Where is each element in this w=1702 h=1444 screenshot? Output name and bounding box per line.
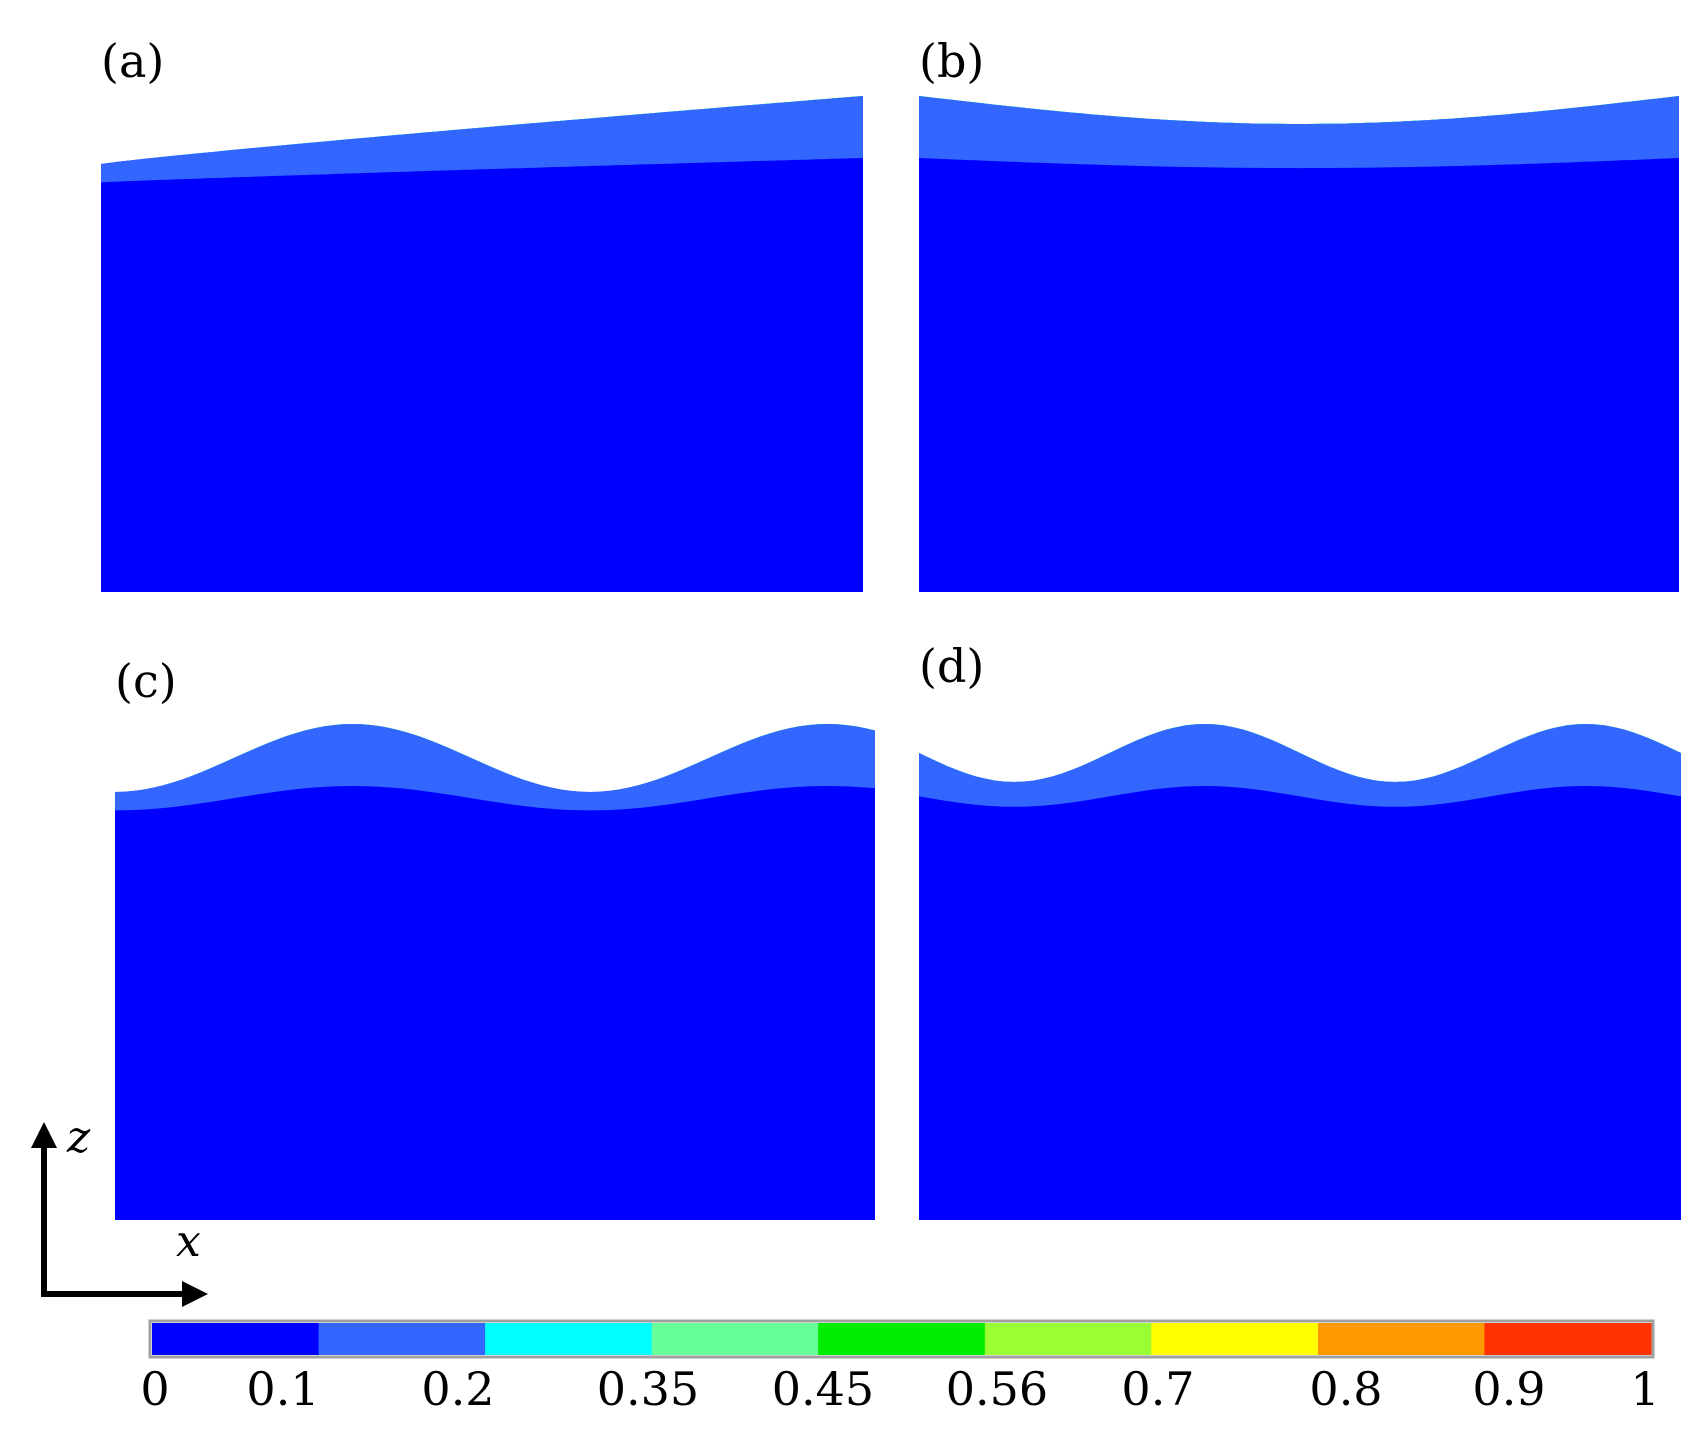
colorbar-swatch	[1151, 1323, 1319, 1355]
colorbar-tick-label: 0.35	[597, 1362, 699, 1416]
colorbar-tick-label: 0.8	[1309, 1362, 1382, 1416]
colorbar-swatch	[984, 1323, 1152, 1355]
panel-label-c: (c)	[115, 654, 177, 708]
substrate-region	[101, 96, 863, 592]
colorbar-swatch	[1484, 1323, 1652, 1355]
contour-field-b	[919, 96, 1679, 592]
colorbar-tick-label: 0.56	[946, 1362, 1048, 1416]
colorbar-swatch	[318, 1323, 486, 1355]
contour-band	[101, 96, 863, 183]
colorbar-swatches	[152, 1323, 1652, 1355]
colorbar-swatch	[1317, 1323, 1486, 1355]
colorbar-swatch	[651, 1323, 819, 1355]
z-arrowhead-icon	[31, 1122, 57, 1148]
contour-band	[115, 724, 875, 811]
colorbar-tick-label: 1	[1630, 1362, 1659, 1416]
contour-field-c	[115, 724, 875, 1220]
x-axis-label: x	[176, 1216, 201, 1267]
colorbar-swatch	[152, 1323, 320, 1355]
colorbar-ticks: 0 0.1 0.2 0.35 0.45 0.56 0.7 0.8 0.9 1	[140, 1362, 1659, 1416]
contour-field-d	[919, 724, 1681, 1220]
substrate-region	[919, 96, 1679, 592]
panel-d: (d)	[919, 639, 1681, 1220]
panel-label-a: (a)	[101, 34, 164, 88]
colorbar-tick-label: 0.1	[246, 1362, 319, 1416]
colorbar-frame	[148, 1319, 1655, 1359]
panel-label-d: (d)	[919, 639, 984, 693]
panel-label-b: (b)	[919, 34, 984, 88]
contour-field-a	[101, 96, 863, 592]
colorbar-tick-label: 0.2	[421, 1362, 494, 1416]
colorbar-swatch	[485, 1323, 653, 1355]
contour-band	[919, 96, 1679, 169]
panel-c: (c)	[115, 654, 875, 1220]
substrate-region	[919, 724, 1681, 1220]
colorbar-swatch	[818, 1323, 986, 1355]
x-arrowhead-icon	[182, 1281, 208, 1307]
colorbar-tick-label: 0.9	[1472, 1362, 1545, 1416]
panel-a: (a)	[101, 34, 863, 592]
colorbar-tick-label: 0.45	[772, 1362, 874, 1416]
colorbar-tick-label: 0.7	[1121, 1362, 1194, 1416]
panel-b: (b)	[919, 34, 1679, 592]
colorbar: 0 0.1 0.2 0.35 0.45 0.56 0.7 0.8 0.9 1	[140, 1319, 1660, 1416]
contour-band	[919, 724, 1681, 807]
z-axis-label: z	[66, 1112, 91, 1163]
colorbar-tick-label: 0	[140, 1362, 169, 1416]
axis-triad: z x	[31, 1112, 208, 1307]
substrate-region	[115, 724, 875, 1220]
